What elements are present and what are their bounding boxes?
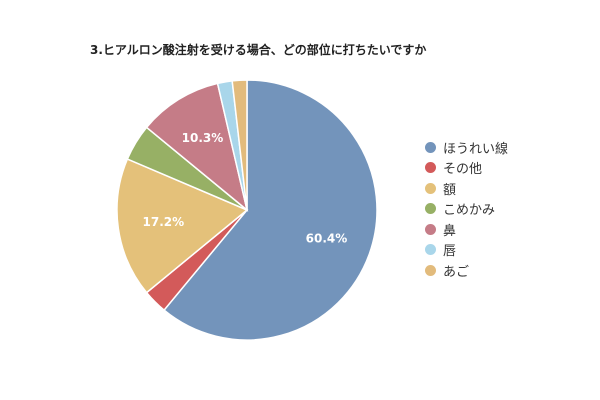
legend-item-6: あご [425,260,508,281]
legend-swatch [425,162,436,174]
legend-item-1: その他 [425,158,508,179]
legend: ほうれい線その他額こめかみ鼻唇あご [425,137,508,281]
slice-data-label-4: 10.3% [182,131,224,145]
pie-slice-0 [163,79,378,341]
legend-swatch [425,223,436,235]
chart-title: 3.ヒアルロン酸注射を受ける場合、どの部位に打ちたいですか [90,43,427,57]
pie-slice-4 [145,82,249,212]
legend-label: 額 [443,182,457,198]
legend-item-3: こめかみ [425,199,508,220]
legend-label: あご [443,264,470,280]
legend-swatch [425,264,436,276]
legend-item-2: 額 [425,178,508,199]
legend-item-5: 唇 [425,240,508,261]
legend-label: こめかみ [443,203,496,219]
slice-data-label-2: 17.2% [143,215,185,229]
legend-label: 唇 [443,244,457,260]
legend-swatch [425,244,436,256]
legend-swatch [425,203,436,215]
legend-swatch [425,182,436,194]
legend-item-0: ほうれい線 [425,137,508,158]
legend-label: 鼻 [443,223,457,239]
legend-item-4: 鼻 [425,219,508,240]
pie-slice-6 [231,79,248,211]
slice-data-label-0: 60.4% [306,232,348,246]
legend-label: ほうれい線 [443,141,509,157]
legend-label: その他 [443,162,483,178]
legend-swatch [425,141,436,153]
pie-slice-2 [116,158,249,294]
